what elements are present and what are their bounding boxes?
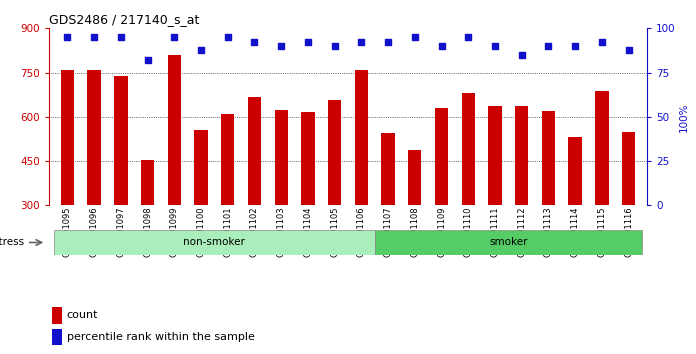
Bar [381,133,395,205]
Bar [221,114,235,205]
Bar [114,76,127,205]
Bar [595,91,608,205]
Bar [515,105,528,205]
Point [302,40,313,45]
Point [222,34,233,40]
Bar [248,97,261,205]
Bar [194,130,207,205]
Point [623,47,634,52]
Point [276,43,287,49]
Y-axis label: 100%: 100% [679,102,689,132]
Bar [408,150,422,205]
Point [569,43,580,49]
Point [516,52,528,58]
Bar [52,329,63,345]
Bar [374,230,642,255]
Text: percentile rank within the sample: percentile rank within the sample [67,332,255,342]
Bar [541,111,555,205]
Bar [54,230,374,255]
Bar [489,105,502,205]
Bar [88,70,101,205]
Bar [569,137,582,205]
Point [543,43,554,49]
Bar [622,132,635,205]
Point [596,40,608,45]
Text: count: count [67,310,98,320]
Point [88,34,100,40]
Bar [61,70,74,205]
Point [142,57,153,63]
Point [409,34,420,40]
Point [116,34,127,40]
Text: stress: stress [0,238,24,247]
Point [62,34,73,40]
Bar [328,100,341,205]
Text: smoker: smoker [489,238,528,247]
Point [168,34,180,40]
Point [489,43,500,49]
Bar [355,70,368,205]
Text: non-smoker: non-smoker [184,238,245,247]
Bar [141,160,155,205]
Bar [52,307,63,324]
Bar [461,93,475,205]
Point [249,40,260,45]
Bar [168,55,181,205]
Point [356,40,367,45]
Text: GDS2486 / 217140_s_at: GDS2486 / 217140_s_at [49,13,199,26]
Point [436,43,447,49]
Bar [274,110,288,205]
Point [329,43,340,49]
Bar [435,108,448,205]
Point [463,34,474,40]
Point [196,47,207,52]
Bar [301,112,315,205]
Point [383,40,394,45]
